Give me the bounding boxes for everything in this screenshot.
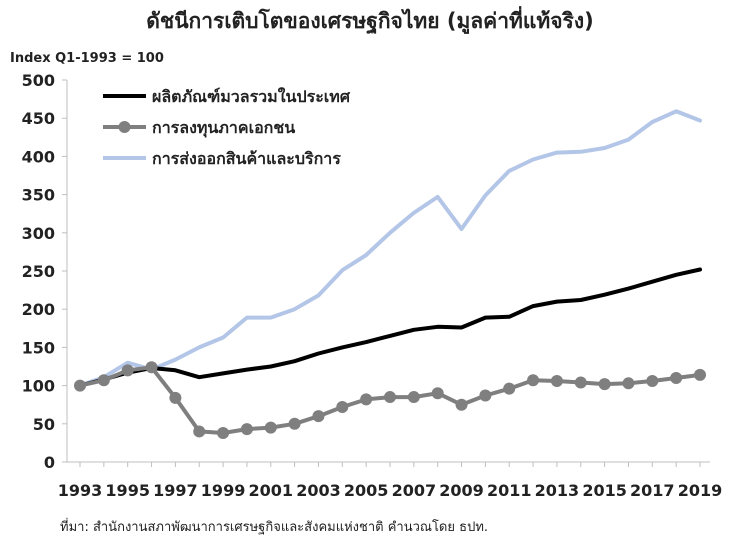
- series-point: [288, 417, 301, 430]
- series-point: [169, 391, 182, 404]
- series-point: [384, 391, 396, 404]
- x-tick-label: 1999: [201, 481, 246, 500]
- x-tick-label: 2007: [392, 481, 437, 500]
- x-tick-label: 2001: [249, 481, 294, 500]
- series-point: [74, 379, 86, 392]
- y-axis-label: Index Q1-1993 = 100: [10, 51, 164, 66]
- legend-item-gdp: ผลิตภัณฑ์มวลรวมในประเทศ: [103, 87, 351, 106]
- legend-item-private-investment: การลงทุนภาคเอกชน: [103, 118, 295, 138]
- x-tick-label: 2009: [439, 481, 484, 500]
- series-point: [694, 368, 706, 381]
- y-tick-label: 50: [33, 415, 55, 434]
- legend: ผลิตภัณฑ์มวลรวมในประเทศ การลงทุนภาคเอกชน…: [103, 87, 351, 168]
- x-tick-label: 2005: [344, 481, 389, 500]
- x-tick-label: 1993: [58, 481, 103, 500]
- series-point: [574, 376, 587, 389]
- x-tick-label: 2019: [678, 481, 723, 500]
- series-point: [455, 398, 468, 411]
- series-point: [550, 375, 563, 388]
- x-tick-label: 2011: [487, 481, 532, 500]
- y-tick-label: 200: [22, 300, 55, 319]
- y-tick-label: 0: [44, 453, 55, 472]
- y-tick-label: 450: [22, 109, 55, 128]
- legend-marker-private-investment: [118, 121, 131, 133]
- series-point: [97, 374, 110, 387]
- x-tick-label: 2017: [630, 481, 675, 500]
- x-tick-label: 1995: [105, 481, 150, 500]
- series-line-0: [78, 267, 702, 388]
- x-tick-label: 1997: [153, 481, 198, 500]
- y-tick-label: 100: [22, 377, 55, 396]
- series-point: [360, 393, 373, 406]
- y-tick-label: 500: [22, 71, 55, 90]
- legend-label-exports: การส่งออกสินค้าและบริการ: [152, 149, 341, 168]
- series-line-2: [78, 109, 702, 388]
- series-point: [145, 361, 158, 374]
- series-point: [622, 377, 635, 390]
- legend-label-gdp: ผลิตภัณฑ์มวลรวมในประเทศ: [152, 87, 351, 106]
- source-note: ที่มา: สำนักงานสภาพัฒนาการเศรษฐกิจและสัง…: [60, 518, 488, 535]
- x-axis: 1993 1995 1997 1999 2001 2003 2005 2007 2009 2011…: [58, 461, 723, 500]
- y-tick-label: 150: [22, 338, 55, 357]
- series-point: [503, 382, 516, 395]
- y-tick-label: 300: [22, 224, 55, 243]
- x-tick-label: 2003: [296, 481, 341, 500]
- legend-item-exports: การส่งออกสินค้าและบริการ: [103, 149, 341, 168]
- series-point: [217, 426, 230, 439]
- y-tick-label: 350: [22, 186, 55, 205]
- series-point: [670, 371, 683, 384]
- series-point: [336, 400, 349, 413]
- series-point: [240, 423, 253, 436]
- series-point: [312, 410, 325, 423]
- series-point: [431, 387, 444, 400]
- series-point: [527, 374, 540, 387]
- y-tick-label: 250: [22, 262, 55, 281]
- chart-title: ดัชนีการเติบโตของเศรษฐกิจไทย (มูลค่าที่แ…: [146, 5, 593, 35]
- series-point: [193, 425, 206, 438]
- legend-label-private-investment: การลงทุนภาคเอกชน: [152, 118, 295, 138]
- series-point: [646, 375, 659, 388]
- x-tick-label: 2015: [582, 481, 627, 500]
- series-point: [264, 421, 277, 434]
- plot-area: [74, 109, 706, 439]
- series-point: [121, 364, 134, 377]
- series-point: [479, 389, 492, 402]
- series-point: [598, 378, 611, 391]
- series-point: [407, 391, 420, 404]
- x-tick-label: 2013: [535, 481, 580, 500]
- y-axis: 0 50 100 150 200 250 300 350 400 450 500: [22, 71, 68, 472]
- y-tick-label: 400: [22, 147, 55, 166]
